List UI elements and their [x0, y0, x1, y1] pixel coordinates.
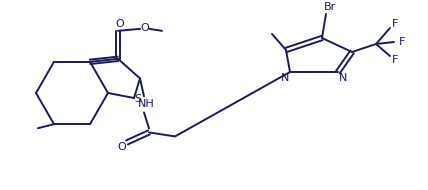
- Text: F: F: [399, 37, 405, 47]
- Text: N: N: [281, 73, 289, 83]
- Text: NH: NH: [138, 99, 155, 109]
- Text: F: F: [392, 55, 398, 65]
- Text: S: S: [134, 94, 142, 104]
- Text: O: O: [141, 23, 149, 33]
- Text: O: O: [118, 142, 126, 152]
- Text: Br: Br: [324, 2, 336, 12]
- Text: O: O: [116, 19, 125, 29]
- Text: F: F: [392, 19, 398, 29]
- Text: N: N: [339, 73, 347, 83]
